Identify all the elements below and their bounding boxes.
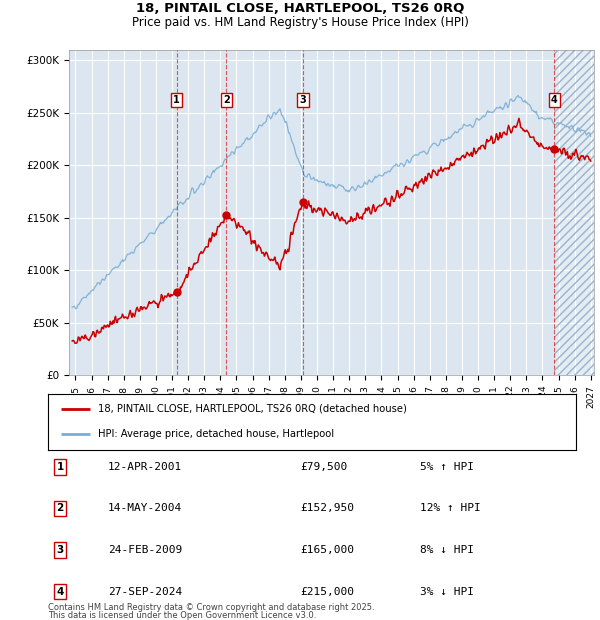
Text: Price paid vs. HM Land Registry's House Price Index (HPI): Price paid vs. HM Land Registry's House … [131,16,469,29]
Text: 4: 4 [551,95,558,105]
Text: £165,000: £165,000 [300,545,354,555]
Text: £152,950: £152,950 [300,503,354,513]
Text: This data is licensed under the Open Government Licence v3.0.: This data is licensed under the Open Gov… [48,611,316,620]
Text: 18, PINTAIL CLOSE, HARTLEPOOL, TS26 0RQ: 18, PINTAIL CLOSE, HARTLEPOOL, TS26 0RQ [136,1,464,14]
Text: 1: 1 [173,95,180,105]
Text: 12% ↑ HPI: 12% ↑ HPI [420,503,481,513]
Text: 4: 4 [56,587,64,596]
Text: 2: 2 [223,95,230,105]
Text: 1: 1 [56,462,64,472]
Text: 5% ↑ HPI: 5% ↑ HPI [420,462,474,472]
Text: 14-MAY-2004: 14-MAY-2004 [108,503,182,513]
Text: 18, PINTAIL CLOSE, HARTLEPOOL, TS26 0RQ (detached house): 18, PINTAIL CLOSE, HARTLEPOOL, TS26 0RQ … [98,404,407,414]
Text: £79,500: £79,500 [300,462,347,472]
Text: 12-APR-2001: 12-APR-2001 [108,462,182,472]
Text: 3: 3 [56,545,64,555]
Text: 8% ↓ HPI: 8% ↓ HPI [420,545,474,555]
Text: 2: 2 [56,503,64,513]
Text: HPI: Average price, detached house, Hartlepool: HPI: Average price, detached house, Hart… [98,430,334,440]
Text: 24-FEB-2009: 24-FEB-2009 [108,545,182,555]
Text: 27-SEP-2024: 27-SEP-2024 [108,587,182,596]
Text: £215,000: £215,000 [300,587,354,596]
Text: Contains HM Land Registry data © Crown copyright and database right 2025.: Contains HM Land Registry data © Crown c… [48,603,374,612]
Text: 3% ↓ HPI: 3% ↓ HPI [420,587,474,596]
Text: 3: 3 [299,95,307,105]
